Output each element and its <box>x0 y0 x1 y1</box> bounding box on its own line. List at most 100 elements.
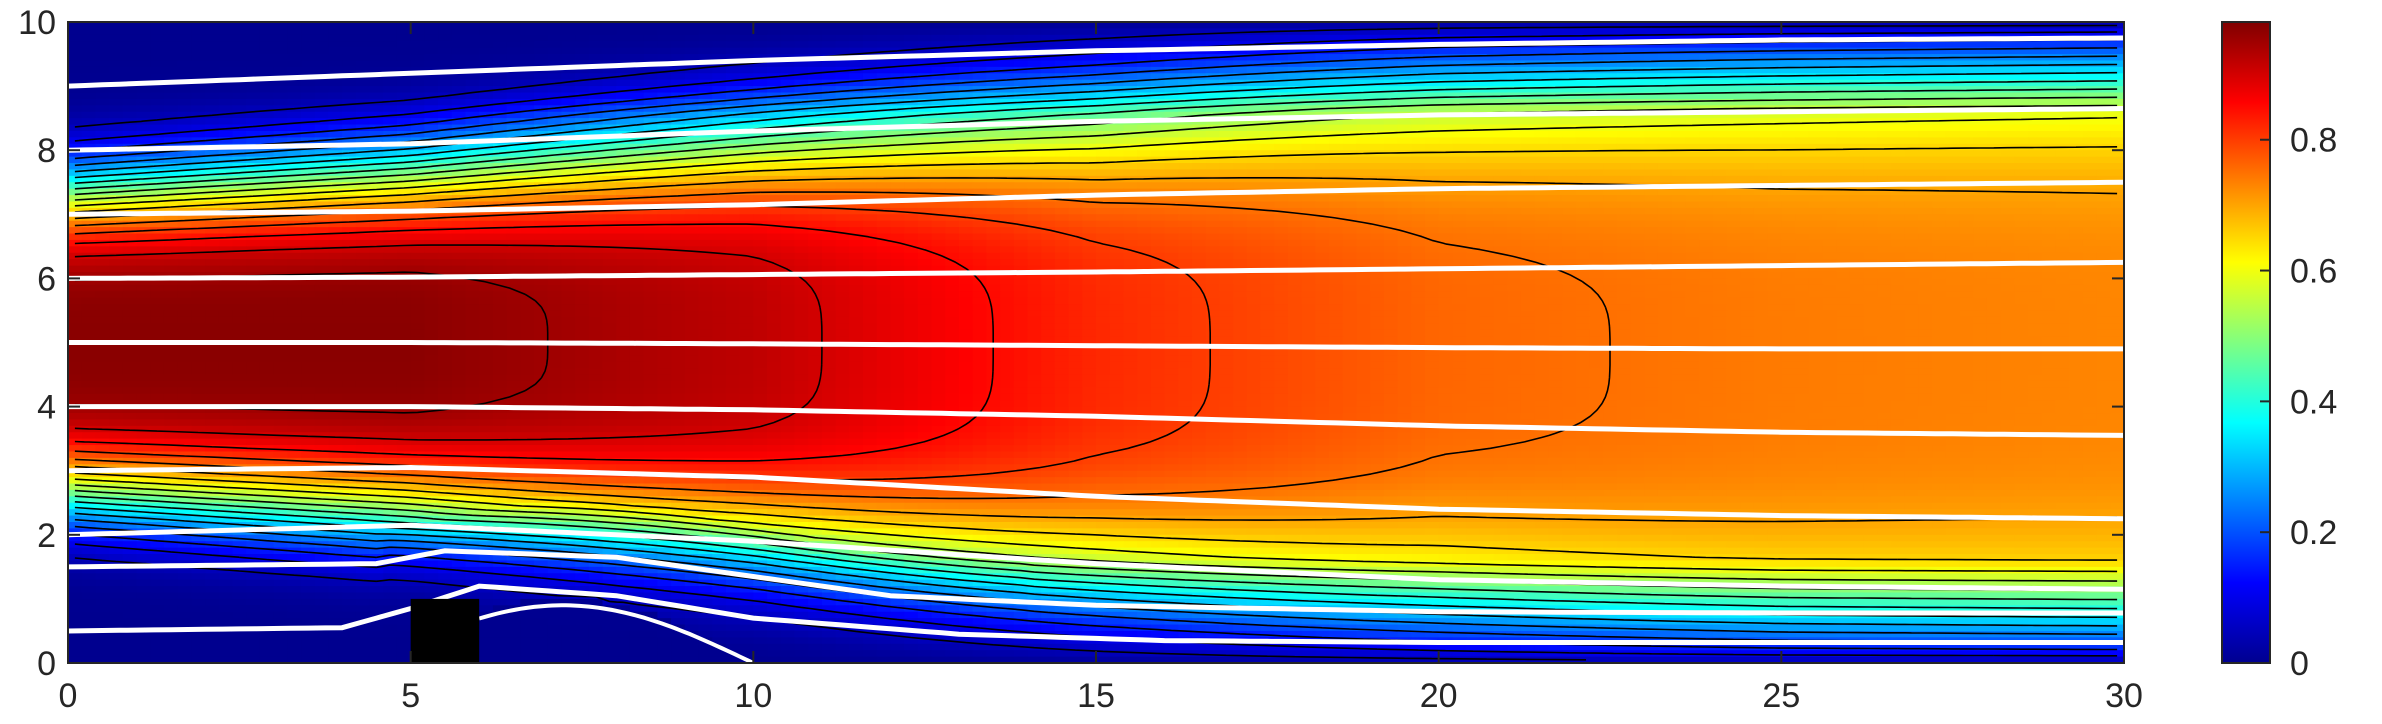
field-cell <box>1013 156 1029 164</box>
field-cell <box>671 137 686 145</box>
field-cell <box>122 86 138 94</box>
field-cell <box>821 182 837 190</box>
field-cell <box>739 182 754 190</box>
field-cell <box>1890 169 1906 177</box>
field-cell <box>1150 54 1166 62</box>
field-cell <box>1712 143 1728 151</box>
field-cell <box>1767 220 1782 228</box>
field-cell <box>520 220 535 228</box>
field-cell <box>492 73 508 81</box>
field-cell <box>725 124 741 132</box>
field-cell <box>314 111 330 119</box>
field-cell <box>1164 124 1179 132</box>
field-cell <box>506 233 521 241</box>
field-cell <box>1781 214 1796 222</box>
field-cell <box>986 124 1001 132</box>
field-cell <box>1863 130 1878 138</box>
field-cell <box>259 98 275 106</box>
field-cell <box>1301 220 1316 228</box>
field-cell <box>849 111 864 119</box>
field-cell <box>1452 28 1467 36</box>
field-cell <box>1424 182 1440 190</box>
field-cell <box>1973 79 1988 87</box>
field-cell <box>218 201 234 209</box>
field-cell <box>1877 60 1892 68</box>
field-cell <box>794 47 809 55</box>
field-cell <box>2069 124 2084 132</box>
field-cell <box>1699 143 1714 151</box>
field-cell <box>1740 143 1755 151</box>
field-cell <box>1109 163 1125 171</box>
field-cell <box>1082 188 1097 196</box>
field-cell <box>2096 130 2111 138</box>
field-cell <box>2055 79 2070 87</box>
field-cell <box>876 150 891 158</box>
field-cell <box>1918 98 1933 106</box>
field-cell <box>1109 54 1125 62</box>
field-cell <box>1424 92 1440 100</box>
field-cell <box>767 66 782 74</box>
field-cell <box>1246 195 1262 203</box>
field-cell <box>287 92 302 100</box>
field-cell <box>1603 169 1618 177</box>
field-cell <box>1274 34 1289 42</box>
field-cell <box>520 214 535 222</box>
field-cell <box>191 98 206 106</box>
field-cell <box>1068 201 1083 209</box>
field-cell <box>1493 47 1508 55</box>
field-cell <box>259 34 275 42</box>
field-cell <box>1986 175 2002 183</box>
field-cell <box>794 34 809 42</box>
field-cell <box>438 105 453 113</box>
field-cell <box>1041 22 1056 30</box>
field-cell <box>808 105 823 113</box>
field-cell <box>2096 169 2111 177</box>
field-cell <box>1740 195 1755 203</box>
field-cell <box>1603 28 1618 36</box>
field-cell <box>835 60 850 68</box>
field-cell <box>1520 73 1536 81</box>
field-cell <box>492 188 508 196</box>
field-cell <box>1849 98 1865 106</box>
field-cell <box>2110 227 2124 235</box>
field-cell <box>1959 60 1974 68</box>
field-cell <box>438 60 453 68</box>
field-cell <box>1603 73 1618 81</box>
field-cell <box>1479 214 1495 222</box>
field-cell <box>739 227 754 235</box>
field-cell <box>1178 86 1193 94</box>
field-cell <box>534 175 549 183</box>
field-cell <box>1191 143 1207 151</box>
field-cell <box>492 41 508 49</box>
field-cell <box>1397 163 1412 171</box>
field-cell <box>1342 220 1358 228</box>
field-cell <box>1657 207 1673 215</box>
field-cell <box>1644 73 1659 81</box>
field-cell <box>1932 92 1947 100</box>
field-cell <box>2000 111 2015 119</box>
field-cell <box>547 163 563 171</box>
field-cell <box>1479 130 1495 138</box>
field-cell <box>1109 73 1125 81</box>
field-cell <box>1753 54 1769 62</box>
field-cell <box>753 60 768 68</box>
field-cell <box>794 86 809 94</box>
field-cell <box>794 214 809 222</box>
field-cell <box>68 156 83 164</box>
field-cell <box>342 169 357 177</box>
field-cell <box>1479 22 1495 30</box>
field-cell <box>1191 195 1207 203</box>
field-cell <box>2000 201 2015 209</box>
field-cell <box>1466 214 1481 222</box>
field-cell <box>1027 41 1042 49</box>
field-cell <box>780 137 796 145</box>
field-cell <box>342 41 357 49</box>
field-cell <box>1534 175 1549 183</box>
field-cell <box>1836 111 1851 119</box>
field-cell <box>1507 124 1522 132</box>
field-cell <box>506 227 521 235</box>
field-cell <box>438 54 453 62</box>
field-cell <box>328 28 343 36</box>
field-cell <box>1726 195 1741 203</box>
field-cell <box>849 73 864 81</box>
